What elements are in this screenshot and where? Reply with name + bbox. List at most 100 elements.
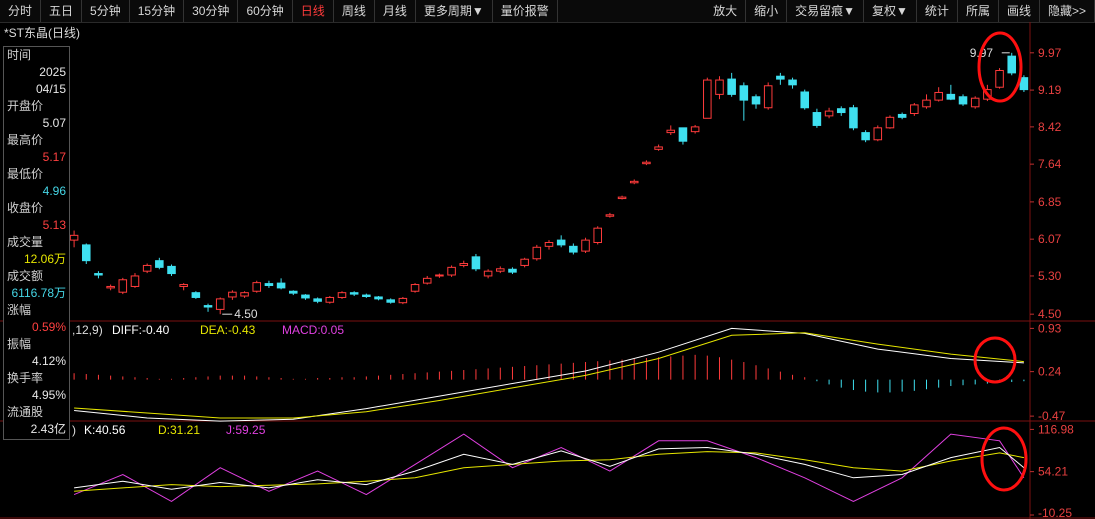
highlight-circle	[980, 426, 1028, 492]
candle-body	[715, 79, 724, 95]
period-tab-8[interactable]: 月线	[375, 0, 416, 22]
candle-body	[605, 214, 615, 217]
macd-legend-dea: DEA:-0.43	[200, 323, 256, 337]
candle-body	[556, 239, 566, 246]
period-tab-1[interactable]: 五日	[41, 0, 83, 22]
candle-body	[970, 97, 980, 108]
info-label: 振幅	[7, 337, 32, 351]
candle-body	[861, 132, 870, 141]
macd-tick-label: -0.47	[1038, 409, 1066, 423]
kdj-tick-label: 54.21	[1038, 465, 1068, 479]
period-tab-7[interactable]: 周线	[334, 0, 375, 22]
candle-body	[532, 246, 542, 260]
period-tab-3[interactable]: 15分钟	[130, 0, 185, 22]
period-tab-9[interactable]: 更多周期▼	[416, 0, 493, 22]
info-value: 0.59%	[31, 320, 66, 334]
candle-body	[776, 75, 785, 80]
info-label: 流通股	[7, 405, 44, 419]
tool-tab-7[interactable]: 隐藏>>	[1040, 0, 1095, 22]
candle-body	[337, 292, 347, 298]
candle-body	[447, 266, 456, 276]
period-tab-0[interactable]: 分时	[0, 0, 42, 22]
candle-body	[106, 285, 115, 289]
stock-title: *ST东晶(日线)	[4, 26, 80, 40]
candle-body	[435, 274, 444, 277]
candle-body	[240, 292, 249, 297]
candle-body	[849, 107, 858, 129]
period-tab-10[interactable]: 量价报警	[493, 0, 558, 22]
highlight-circle	[973, 336, 1017, 384]
candle-body	[252, 282, 262, 292]
info-value: 4.95%	[31, 388, 66, 402]
candle-body	[678, 127, 688, 142]
candle-body	[508, 268, 517, 273]
kdj-legend-j: J:59.25	[226, 423, 266, 437]
kdj-j-line	[73, 433, 1025, 502]
candle-body	[167, 265, 176, 275]
kdj-d-line	[74, 451, 1024, 492]
macd-legend-macd: MACD:0.05	[282, 323, 344, 337]
info-panel: 时间 2025 04/15 开盘价 5.07 最高价 5.17 最低价 4.96 收盘价 5.13 成…	[3, 46, 70, 440]
tool-tab-2[interactable]: 交易留痕▼	[787, 0, 865, 22]
period-tab-6[interactable]: 日线	[293, 0, 334, 22]
info-label: 最高价	[7, 133, 44, 147]
period-tab-5[interactable]: 60分钟	[238, 0, 293, 22]
candle-body	[703, 79, 712, 119]
tool-tab-5[interactable]: 所属	[958, 0, 999, 22]
candle-body	[544, 242, 554, 247]
info-label: 收盘价	[7, 201, 44, 215]
tool-tabs: 放大 缩小 交易留痕▼ 复权▼ 统计 所属 画线 隐藏>>	[705, 0, 1095, 22]
tool-tab-6[interactable]: 画线	[999, 0, 1040, 22]
candle-body	[313, 298, 322, 302]
candle-body	[459, 263, 469, 266]
info-value: 5.13	[42, 218, 66, 232]
candle-body	[617, 196, 627, 200]
candle-body	[496, 268, 505, 272]
candle-body	[69, 234, 79, 241]
price-tick-label: 6.07	[1038, 232, 1062, 246]
candle-body	[751, 96, 761, 105]
period-tab-4[interactable]: 30分钟	[184, 0, 239, 22]
info-value: 5.07	[42, 116, 66, 130]
candle-body	[654, 146, 663, 150]
candle-body	[690, 126, 700, 133]
candle-body	[1007, 55, 1017, 74]
tool-tab-1[interactable]: 缩小	[746, 0, 788, 22]
price-tick-label: 6.85	[1038, 195, 1062, 209]
candle-body	[130, 275, 140, 287]
candle-body	[349, 292, 359, 295]
candle-body	[897, 113, 907, 118]
info-label: 涨幅	[7, 303, 32, 317]
candle-body	[666, 129, 676, 134]
kdj-k-line	[74, 446, 1025, 490]
candle-body	[836, 108, 846, 114]
candle-body	[386, 299, 395, 303]
info-label: 换手率	[7, 371, 44, 385]
period-tabs: 分时 五日 5分钟 15分钟 30分钟 60分钟 日线 周线 月线 更多周期▼ 量价报警	[0, 0, 558, 22]
info-value: 04/15	[35, 82, 66, 96]
price-tick-label: 8.42	[1038, 120, 1062, 134]
info-value: 4.96	[42, 184, 66, 198]
candle-body	[276, 282, 286, 289]
info-label: 最低价	[7, 167, 44, 181]
candle-body	[739, 85, 749, 101]
period-tab-2[interactable]: 5分钟	[82, 0, 130, 22]
candle-body	[142, 264, 152, 272]
candle-body	[362, 294, 371, 297]
candle-body	[763, 85, 773, 109]
tool-tab-4[interactable]: 统计	[917, 0, 958, 22]
candle-body	[873, 127, 883, 141]
info-label: 成交额	[7, 269, 44, 283]
candle-body	[289, 290, 298, 294]
tool-tab-3[interactable]: 复权▼	[864, 0, 917, 22]
macd-tick-label: 0.24	[1038, 365, 1062, 379]
candle-body	[471, 256, 481, 270]
tool-tab-0[interactable]: 放大	[705, 0, 747, 22]
macd-diff-line	[74, 327, 1024, 422]
candle-body	[910, 104, 919, 114]
candle-body	[155, 260, 164, 268]
macd-tick-label: 0.93	[1038, 321, 1062, 335]
candle-body	[228, 291, 237, 298]
info-value: 4.12%	[31, 354, 66, 368]
